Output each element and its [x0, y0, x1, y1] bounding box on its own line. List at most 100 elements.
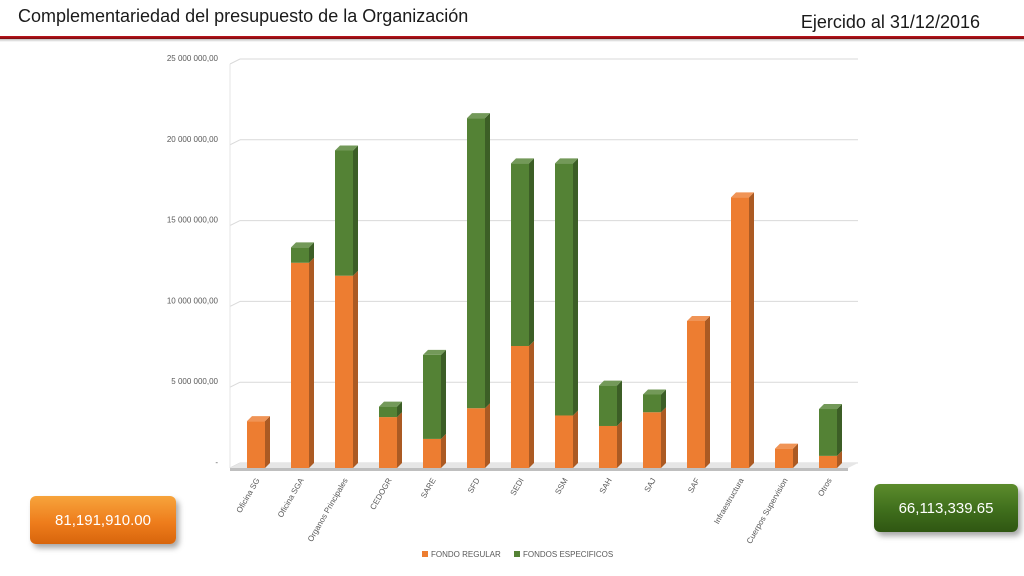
bar-especificos [819, 409, 837, 456]
bar-especificos-side [617, 380, 622, 426]
page-title: Complementariedad del presupuesto de la … [18, 6, 469, 26]
legend-swatch [514, 551, 520, 557]
gridline-depth [229, 381, 241, 388]
gridline-depth [229, 300, 241, 307]
bar-especificos-side [837, 404, 842, 456]
gridline-depth [229, 139, 241, 146]
y-tick-label: 20 000 000,00 [167, 135, 219, 144]
y-tick-label: - [215, 458, 218, 467]
bar-especificos-side [573, 158, 578, 416]
chart-floor-edge [230, 468, 848, 471]
chart-floor [230, 463, 858, 468]
x-tick-label: Organos Principales [306, 477, 350, 544]
bar-regular-side [705, 315, 710, 468]
bar-regular-side [573, 410, 578, 468]
bar-regular [291, 262, 309, 468]
bar-regular [379, 417, 397, 468]
bar-regular [819, 455, 837, 468]
bar-especificos [643, 394, 661, 413]
x-tick-label: SAH [598, 476, 614, 495]
bar-regular [731, 197, 749, 468]
bar-regular-side [661, 407, 666, 468]
x-tick-label: SAJ [643, 477, 658, 494]
x-tick-label: CEDOGR [368, 476, 393, 511]
x-tick-label: Oficina SG [235, 477, 262, 515]
x-tick-label: SEDI [509, 477, 526, 498]
legend-label: FONDOS ESPECIFICOS [523, 550, 613, 559]
x-tick-label: SARE [419, 477, 438, 500]
bar-regular-side [309, 257, 314, 468]
bar-top-cap [247, 416, 270, 422]
bar-regular-side [397, 412, 402, 468]
bar-top-cap [467, 113, 490, 119]
header-divider-shadow [0, 39, 1024, 42]
bar-especificos-side [485, 113, 490, 409]
bar-regular-side [837, 450, 842, 468]
bar-regular [511, 345, 529, 468]
legend-label: FONDO REGULAR [431, 550, 501, 559]
bar-regular [599, 425, 617, 468]
y-tick-label: 10 000 000,00 [167, 296, 219, 305]
y-tick-label: 25 000 000,00 [167, 54, 219, 63]
bar-especificos [599, 385, 617, 426]
bar-especificos [511, 163, 529, 346]
bar-top-cap [511, 158, 534, 164]
bar-especificos-side [397, 401, 402, 418]
bar-top-cap [379, 401, 402, 407]
bar-especificos-side [441, 349, 446, 439]
bar-regular [247, 421, 265, 468]
bar-especificos [555, 163, 573, 416]
gridline-depth [229, 58, 241, 65]
x-tick-label: SSM [553, 476, 570, 496]
bar-regular [775, 448, 793, 468]
bar-regular [423, 438, 441, 468]
bar-especificos-side [529, 158, 534, 346]
bar-regular [643, 412, 661, 468]
bar-regular-side [793, 443, 798, 468]
legend-swatch [422, 551, 428, 557]
x-tick-label: SAF [686, 476, 702, 494]
bar-especificos [335, 150, 353, 276]
x-tick-label: SFD [466, 476, 482, 495]
bar-regular-side [441, 433, 446, 468]
bar-top-cap [291, 242, 314, 248]
bar-regular [555, 415, 573, 468]
bar-top-cap [555, 158, 578, 164]
bar-especificos-side [661, 389, 666, 413]
bar-especificos-side [309, 242, 314, 263]
bar-regular-side [529, 340, 534, 468]
bar-especificos-side [353, 145, 358, 276]
bar-especificos [423, 354, 441, 439]
page-subtitle: Ejercido al 31/12/2016 [800, 12, 980, 32]
y-tick-label: 15 000 000,00 [167, 216, 219, 225]
bar-top-cap [599, 380, 622, 386]
bar-regular-side [485, 403, 490, 468]
bar-top-cap [643, 389, 666, 395]
bar-regular [687, 320, 705, 468]
total-regular-badge: 81,191,910.00 [30, 496, 176, 544]
bar-top-cap [423, 349, 446, 355]
bar-regular-side [617, 420, 622, 468]
total-especificos-badge: 66,113,339.65 [874, 484, 1018, 532]
bar-regular-side [749, 192, 754, 468]
x-tick-label: Cuerpos Supervision [745, 477, 790, 546]
x-tick-label: Otros [816, 477, 834, 498]
bar-especificos [467, 118, 485, 409]
bar-top-cap [687, 315, 710, 321]
stacked-bar-chart: - 5 000 000,00 10 000 000,00 15 000 000,00 2… [167, 54, 858, 559]
bar-especificos [379, 406, 397, 418]
gridline-depth [229, 220, 241, 227]
bar-regular [467, 408, 485, 468]
bar-regular-side [265, 416, 270, 468]
bar-top-cap [731, 192, 754, 198]
bar-top-cap [775, 443, 798, 449]
bar-regular [335, 275, 353, 468]
bar-especificos [291, 247, 309, 263]
bar-top-cap [335, 145, 358, 151]
header-divider [0, 36, 1024, 39]
bar-regular-side [353, 270, 358, 468]
bar-top-cap [819, 404, 842, 410]
x-tick-label: Infraestructura [712, 476, 746, 526]
x-tick-label: Oficina SGA [276, 476, 306, 519]
y-tick-label: 5 000 000,00 [171, 377, 218, 386]
